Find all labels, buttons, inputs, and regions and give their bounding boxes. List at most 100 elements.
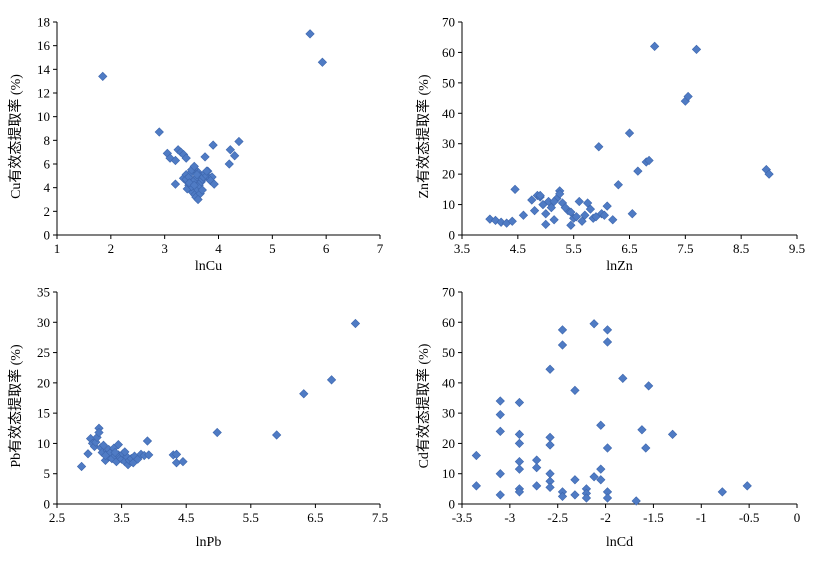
cd-data-point xyxy=(532,455,542,465)
pb-x-tick-label: 5.5 xyxy=(243,510,259,525)
zn-y-tick-label: 70 xyxy=(442,15,455,30)
pb-y-tick-label: 0 xyxy=(44,497,51,512)
cu-data-point xyxy=(170,155,181,166)
cd-data-point xyxy=(514,438,525,449)
cd-x-tick-label: -3.5 xyxy=(452,510,473,525)
cu-x-axis-label: lnCu xyxy=(195,259,222,274)
cd-data-point xyxy=(644,381,654,391)
cd-data-point xyxy=(532,463,542,473)
pb-x-tick-label: 7.5 xyxy=(372,510,388,525)
zn-x-axis-label: lnZn xyxy=(606,259,632,274)
zn-data-point xyxy=(518,210,529,220)
zn-data-point xyxy=(529,206,540,216)
cu-y-tick-label: 6 xyxy=(44,157,51,172)
cu-data-point xyxy=(197,185,207,195)
cu-data-point xyxy=(98,71,108,82)
cd-data-point xyxy=(742,481,752,491)
cu-y-tick-label: 4 xyxy=(44,180,51,195)
pb-data-point xyxy=(100,450,111,461)
cd-data-point xyxy=(631,496,641,506)
zn-y-tick-label: 50 xyxy=(442,75,455,90)
pb-x-axis-label: lnPb xyxy=(196,535,222,550)
cd-data-point xyxy=(557,491,568,502)
pb-y-tick-label: 15 xyxy=(37,406,50,421)
cd-data-point xyxy=(514,464,525,474)
zn-scatter-panel: 3.5 4.5 5.5 6.5 7.5 8.5 9.5 0 10 20 30 40 50 60 70 lnZ… xyxy=(415,15,805,275)
cd-data-point xyxy=(667,429,678,439)
zn-data-point xyxy=(650,41,660,51)
cd-y-tick-label: 70 xyxy=(442,285,455,300)
zn-data-point xyxy=(764,169,774,179)
cd-data-point xyxy=(618,373,628,383)
cd-data-point xyxy=(589,319,599,329)
zn-data-point xyxy=(546,202,556,213)
cu-y-tick-label: 0 xyxy=(44,228,51,243)
cd-x-tick-label: -2.5 xyxy=(547,510,568,525)
cd-x-tick-label: 0 xyxy=(794,510,801,525)
cd-data-point xyxy=(495,410,505,420)
zn-data-point xyxy=(627,209,637,219)
cd-data-point xyxy=(471,450,481,461)
cd-y-tick-label: 30 xyxy=(442,406,455,421)
cd-data-point xyxy=(602,337,613,347)
cu-y-tick-label: 12 xyxy=(37,86,50,101)
cd-x-tick-label: -0.5 xyxy=(739,510,760,525)
cd-x-tick-label: -3 xyxy=(504,510,515,525)
zn-x-tick-label: 3.5 xyxy=(454,241,470,256)
cu-data-point xyxy=(189,161,199,171)
cu-x-tick-label: 5 xyxy=(269,241,276,256)
pb-y-axis-label: Pb有效态提取率 (%) xyxy=(7,344,24,468)
cu-data-point xyxy=(234,136,244,147)
cd-plot-area: -3.5 -3 -2.5 -2 -1.5 -1 -0.5 0 0 10 20 30 40 50 60 70 xyxy=(442,285,800,526)
pb-data-point xyxy=(212,427,222,438)
cd-data-point xyxy=(532,481,542,491)
pb-y-tick-label: 35 xyxy=(37,285,50,300)
zn-data-point xyxy=(644,155,654,166)
pb-data-point xyxy=(272,430,282,440)
zn-data-point xyxy=(535,190,545,201)
zn-data-point xyxy=(541,219,551,229)
zn-data-point xyxy=(608,215,618,225)
zn-data-point xyxy=(633,166,643,176)
cd-data-point xyxy=(596,420,606,430)
zn-data-point xyxy=(507,216,517,226)
cu-y-tick-label: 10 xyxy=(37,109,50,124)
pb-data-point xyxy=(299,389,309,399)
cu-y-tick-label: 16 xyxy=(37,38,51,53)
pb-data-point xyxy=(110,447,120,458)
cd-y-tick-label: 60 xyxy=(442,315,455,330)
cd-data-point xyxy=(495,396,505,406)
cu-data-point xyxy=(154,127,164,137)
cd-data-point xyxy=(514,456,525,467)
pb-y-tick-label: 20 xyxy=(37,375,50,390)
cu-data-point xyxy=(192,170,202,180)
cd-data-point xyxy=(581,493,592,503)
cd-data-point xyxy=(545,482,555,492)
cd-data-point xyxy=(637,425,647,435)
zn-data-point xyxy=(560,202,570,213)
zn-data-point xyxy=(549,215,559,225)
pb-data-point xyxy=(113,440,123,450)
pb-x-tick-label: 2.5 xyxy=(49,510,65,525)
cd-data-point xyxy=(602,443,613,453)
cd-data-point xyxy=(570,475,580,485)
pb-data-point xyxy=(98,440,109,450)
cu-data-point xyxy=(200,152,210,162)
cu-x-tick-label: 1 xyxy=(54,241,61,256)
zn-data-point xyxy=(602,201,612,211)
zn-x-tick-label: 9.5 xyxy=(789,241,805,256)
cu-x-tick-label: 3 xyxy=(161,241,168,256)
zn-x-tick-label: 5.5 xyxy=(566,241,582,256)
cd-x-tick-label: -2 xyxy=(600,510,611,525)
cu-x-tick-label: 7 xyxy=(377,241,384,256)
zn-y-tick-label: 10 xyxy=(442,197,455,212)
zn-y-tick-label: 40 xyxy=(442,106,455,121)
pb-data-point xyxy=(120,447,130,457)
cd-data-point xyxy=(545,432,555,442)
cd-data-point xyxy=(514,397,525,408)
pb-scatter-panel: 2.5 3.5 4.5 5.5 6.5 7.5 0 5 10 15 20 25 30 35 lnPb Pb… xyxy=(7,285,388,551)
zn-data-point xyxy=(624,128,635,138)
zn-plot-area: 3.5 4.5 5.5 6.5 7.5 8.5 9.5 0 10 20 30 40 50 60 70 xyxy=(442,15,805,257)
cd-y-tick-label: 40 xyxy=(442,375,455,390)
cu-data-point xyxy=(305,29,315,39)
